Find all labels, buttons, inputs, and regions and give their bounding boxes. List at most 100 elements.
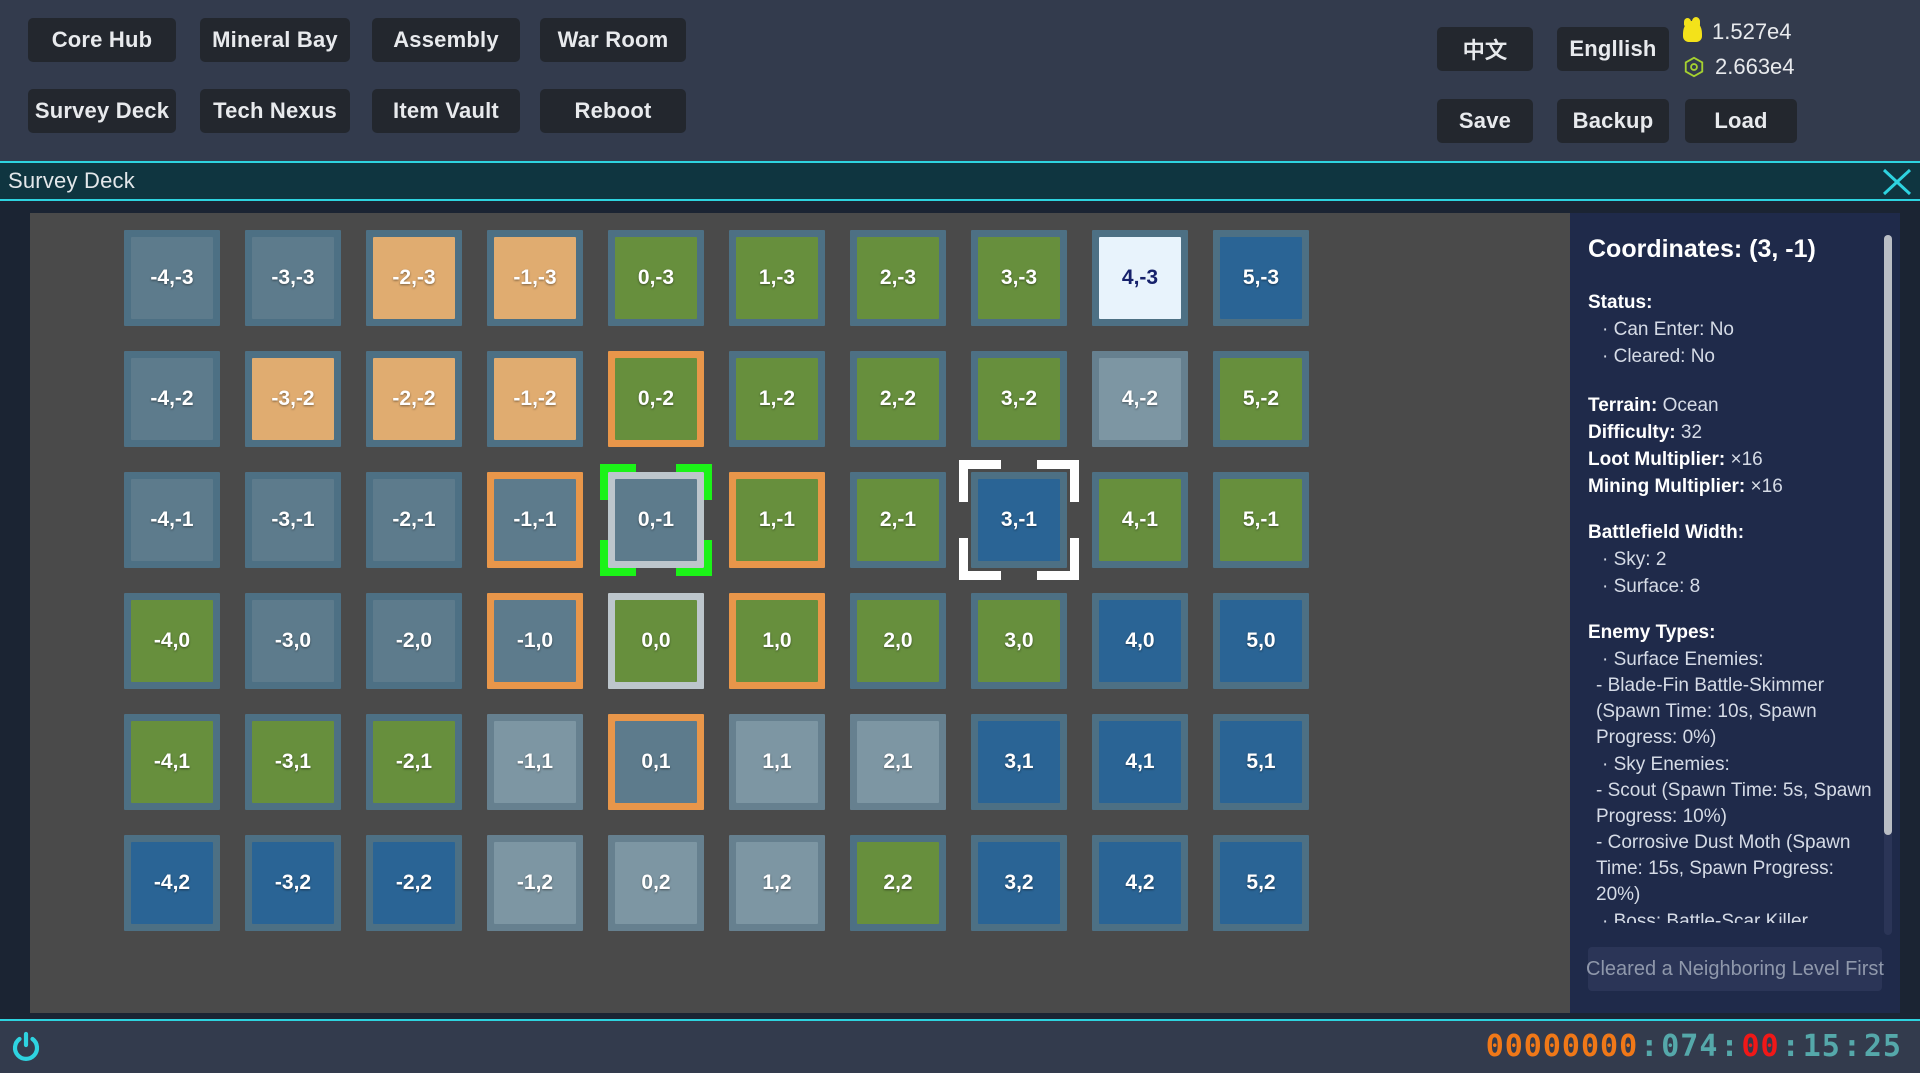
map-tile[interactable]: 0,-2 — [608, 351, 704, 447]
map-tile[interactable]: -4,0 — [124, 593, 220, 689]
map-tile[interactable]: -4,1 — [124, 714, 220, 810]
map-tile[interactable]: 2,1 — [850, 714, 946, 810]
map-tile[interactable]: -3,-1 — [245, 472, 341, 568]
map-tile[interactable]: 3,-3 — [971, 230, 1067, 326]
map-tile[interactable]: -4,2 — [124, 835, 220, 931]
tile-terrain-fill — [1220, 479, 1302, 561]
map-tile[interactable]: 1,-3 — [729, 230, 825, 326]
enter-level-locked-button[interactable]: Cleared a Neighboring Level First — [1586, 947, 1884, 991]
tile-terrain-fill — [1099, 358, 1181, 440]
language-button-english[interactable]: Engllish — [1557, 27, 1669, 71]
info-scrollbar-track[interactable] — [1884, 235, 1892, 935]
map-tile[interactable]: 2,0 — [850, 593, 946, 689]
map-tile[interactable]: 1,-2 — [729, 351, 825, 447]
map-tile[interactable]: 0,2 — [608, 835, 704, 931]
map-tile[interactable]: 3,-2 — [971, 351, 1067, 447]
backup-button[interactable]: Backup — [1557, 99, 1669, 143]
map-tile[interactable]: -3,2 — [245, 835, 341, 931]
map-tile[interactable]: 0,0 — [608, 593, 704, 689]
tile-terrain-fill — [1220, 237, 1302, 319]
map-tile[interactable]: -4,-3 — [124, 230, 220, 326]
map-tile[interactable]: 4,0 — [1092, 593, 1188, 689]
map-tile[interactable]: 4,2 — [1092, 835, 1188, 931]
map-tile[interactable]: 5,0 — [1213, 593, 1309, 689]
nav-button-tech-nexus[interactable]: Tech Nexus — [200, 89, 350, 133]
map-tile[interactable]: -1,1 — [487, 714, 583, 810]
map-tile[interactable]: -1,-1 — [487, 472, 583, 568]
map-tile[interactable]: 2,2 — [850, 835, 946, 931]
map-tile[interactable]: 1,1 — [729, 714, 825, 810]
map-tile[interactable]: 0,1 — [608, 714, 704, 810]
tile-terrain-fill — [1220, 842, 1302, 924]
language-button-chinese[interactable]: 中文 — [1437, 27, 1533, 71]
map-tile[interactable]: 5,-3 — [1213, 230, 1309, 326]
map-tile[interactable]: 1,-1 — [729, 472, 825, 568]
map-tile[interactable]: -2,1 — [366, 714, 462, 810]
spacer — [1588, 600, 1878, 622]
map-tile[interactable]: 4,-1 — [1092, 472, 1188, 568]
map-tile[interactable]: 5,-2 — [1213, 351, 1309, 447]
map-tile[interactable]: 3,-1 — [959, 460, 1079, 580]
map-tile[interactable]: 5,2 — [1213, 835, 1309, 931]
tile-terrain-fill — [615, 600, 697, 682]
tile-terrain-fill — [1099, 479, 1181, 561]
map-tile[interactable]: -3,0 — [245, 593, 341, 689]
tile-terrain-fill — [615, 842, 697, 924]
info-loot-value: ×16 — [1730, 449, 1763, 470]
map-tile[interactable]: -1,-3 — [487, 230, 583, 326]
map-tile[interactable]: 3,1 — [971, 714, 1067, 810]
save-button[interactable]: Save — [1437, 99, 1533, 143]
map-tile[interactable]: -3,1 — [245, 714, 341, 810]
nav-button-reboot[interactable]: Reboot — [540, 89, 686, 133]
map-tile[interactable]: -1,2 — [487, 835, 583, 931]
clock-counter: 00000000 — [1485, 1029, 1639, 1064]
map-grid-viewport[interactable]: -4,-3 -3,-3 -2,-3 -1,-3 0,-3 1,-3 2,-3 3,-3 4,-3… — [30, 213, 1570, 1013]
map-tile[interactable]: 3,2 — [971, 835, 1067, 931]
nav-button-war-room[interactable]: War Room — [540, 18, 686, 62]
power-icon[interactable] — [10, 1031, 42, 1063]
map-tile[interactable]: -1,-2 — [487, 351, 583, 447]
map-tile[interactable]: 2,-2 — [850, 351, 946, 447]
nav-button-mineral-bay[interactable]: Mineral Bay — [200, 18, 350, 62]
map-tile[interactable]: 0,-1 — [600, 464, 712, 576]
info-terrain-value: Ocean — [1662, 395, 1719, 416]
map-tile[interactable]: 2,-3 — [850, 230, 946, 326]
nav-button-item-vault[interactable]: Item Vault — [372, 89, 520, 133]
tile-info-panel: Coordinates: (3, -1) Status: Can Enter: … — [1570, 213, 1900, 1013]
nav-label: Mineral Bay — [212, 27, 338, 52]
map-tile[interactable]: -3,-2 — [245, 351, 341, 447]
map-tile[interactable]: -4,-1 — [124, 472, 220, 568]
nav-label: Item Vault — [393, 98, 499, 123]
map-tile[interactable]: -2,0 — [366, 593, 462, 689]
load-button[interactable]: Load — [1685, 99, 1797, 143]
nav-label: 中文 — [1462, 38, 1508, 63]
map-tile[interactable]: -2,-3 — [366, 230, 462, 326]
map-tile[interactable]: -2,-1 — [366, 472, 462, 568]
map-tile[interactable]: 4,-3 — [1092, 230, 1188, 326]
map-tile[interactable]: 2,-1 — [850, 472, 946, 568]
info-scrollbar-thumb[interactable] — [1884, 235, 1892, 835]
tile-terrain-fill — [373, 237, 455, 319]
map-tile[interactable]: 4,-2 — [1092, 351, 1188, 447]
map-tile[interactable]: -1,0 — [487, 593, 583, 689]
map-tile[interactable]: 1,2 — [729, 835, 825, 931]
nav-label: Core Hub — [51, 27, 153, 52]
map-tile[interactable]: 3,0 — [971, 593, 1067, 689]
map-tile[interactable]: 4,1 — [1092, 714, 1188, 810]
nav-button-survey-deck[interactable]: Survey Deck — [28, 89, 176, 133]
tile-terrain-fill — [252, 358, 334, 440]
map-tile[interactable]: -2,-2 — [366, 351, 462, 447]
map-tile[interactable]: -4,-2 — [124, 351, 220, 447]
map-tile[interactable]: 0,-3 — [608, 230, 704, 326]
map-tile[interactable]: 5,-1 — [1213, 472, 1309, 568]
close-icon[interactable] — [1880, 166, 1914, 198]
nav-button-core-hub[interactable]: Core Hub — [28, 18, 176, 62]
map-tile[interactable]: -3,-3 — [245, 230, 341, 326]
map-tile[interactable]: -2,2 — [366, 835, 462, 931]
tile-terrain-fill — [131, 721, 213, 803]
nav-button-assembly[interactable]: Assembly — [372, 18, 520, 62]
map-tile[interactable]: 5,1 — [1213, 714, 1309, 810]
clock-sep-2: : — [1720, 1029, 1740, 1064]
map-tile[interactable]: 1,0 — [729, 593, 825, 689]
nav-label: Assembly — [393, 27, 499, 52]
